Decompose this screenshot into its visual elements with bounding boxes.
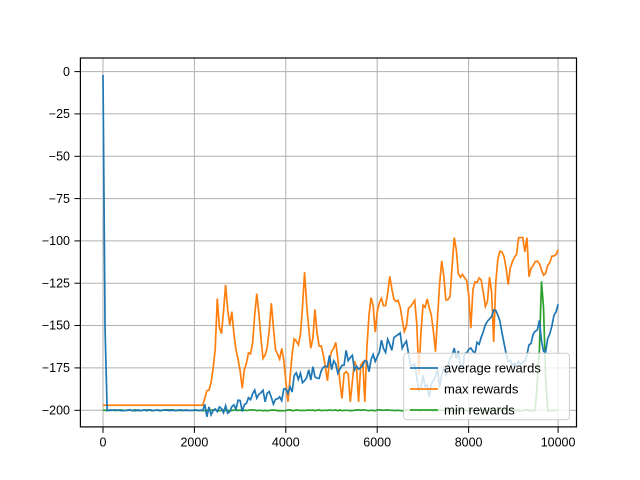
svg-text:2000: 2000 [180,436,208,450]
svg-text:−150: −150 [42,319,70,333]
svg-text:−50: −50 [49,150,70,164]
svg-text:−175: −175 [42,361,70,375]
svg-text:−125: −125 [42,276,70,290]
svg-text:min rewards: min rewards [444,403,515,418]
svg-text:4000: 4000 [272,436,300,450]
svg-text:−200: −200 [42,403,70,417]
svg-text:6000: 6000 [363,436,391,450]
svg-text:−100: −100 [42,234,70,248]
svg-text:0: 0 [63,65,70,79]
svg-text:−75: −75 [49,192,70,206]
svg-text:−25: −25 [49,107,70,121]
svg-text:average rewards: average rewards [444,361,541,376]
svg-text:0: 0 [100,436,107,450]
svg-text:max rewards: max rewards [444,382,519,397]
svg-text:10000: 10000 [541,436,576,450]
svg-text:8000: 8000 [455,436,483,450]
